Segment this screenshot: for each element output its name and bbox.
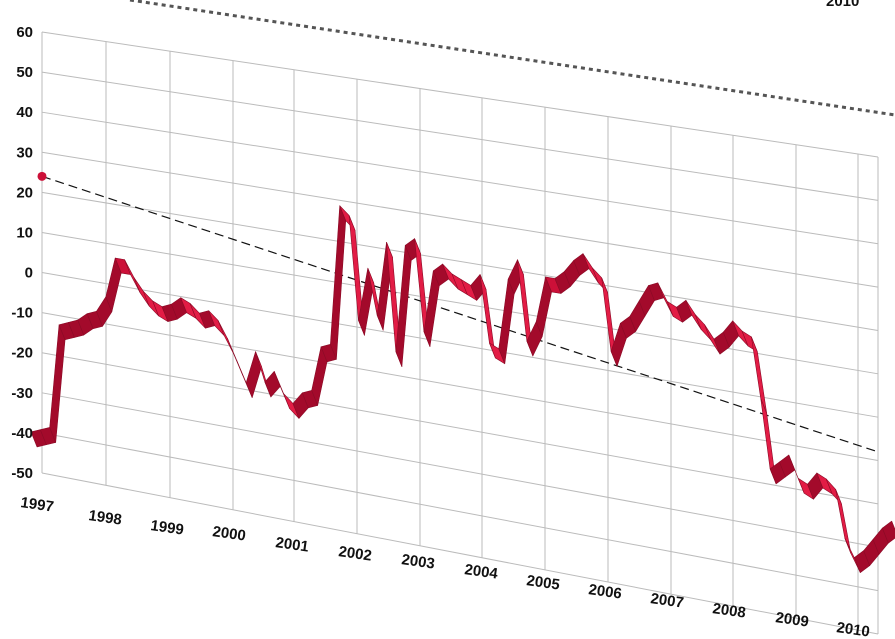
ribbon-segment xyxy=(395,245,412,367)
x-tick-label: 2002 xyxy=(337,543,372,564)
x-tick-label: 2006 xyxy=(587,581,622,602)
y-tick-label: 60 xyxy=(16,24,33,41)
ribbon-segment xyxy=(498,278,515,365)
grid-line-y xyxy=(41,312,879,462)
grid-line-y xyxy=(41,432,879,592)
x-tick-label: 1999 xyxy=(149,517,184,538)
x-tick-label: 2000 xyxy=(211,523,246,544)
x-tick-label: 1997 xyxy=(19,494,54,515)
ribbon-segment xyxy=(882,520,895,544)
grid-line-y xyxy=(41,472,879,635)
ribbon-segment xyxy=(330,205,347,360)
x-tick-label: 1998 xyxy=(87,507,122,528)
trend-line xyxy=(41,175,879,453)
ribbon-segment xyxy=(133,277,150,307)
series-ribbon xyxy=(30,205,895,573)
x-tick-label: 2005 xyxy=(525,572,560,593)
y-tick-label: 20 xyxy=(16,184,33,201)
grid-line-y xyxy=(41,392,879,548)
y-tick-label: 0 xyxy=(25,265,33,282)
x-tick-label: 2010 xyxy=(835,619,870,639)
ribbon-segment xyxy=(751,336,768,414)
grid-line-y xyxy=(41,352,879,505)
y-tick-label: 30 xyxy=(16,144,33,161)
x-tick-label: 2004 xyxy=(463,561,499,583)
x-axis-ticks: 1997 1998 1999 2000 2001 2002 2003 2004 2005 2006… xyxy=(19,494,870,639)
y-tick-label: 10 xyxy=(16,224,33,241)
trend-line-group xyxy=(37,171,879,453)
x-tick-label: 2003 xyxy=(400,551,435,572)
y-tick-label: 50 xyxy=(16,64,33,81)
grid-line-y xyxy=(41,151,879,288)
x-tick-label: 2007 xyxy=(649,590,684,611)
grid-line-y xyxy=(41,272,879,418)
y-axis-ticks: 60 50 40 30 20 10 0 -10 -20 -30 -40 -50 xyxy=(11,24,33,482)
ribbon-segment xyxy=(217,320,234,354)
y-tick-label: -10 xyxy=(11,305,33,322)
x-tick-label: 2009 xyxy=(774,609,809,630)
y-tick-label: 40 xyxy=(16,104,33,121)
y-tick-label: -50 xyxy=(11,465,33,482)
x-tick-label: 2001 xyxy=(274,534,309,555)
trend-start-dot xyxy=(37,171,47,181)
y-tick-label: -20 xyxy=(11,345,33,362)
grid xyxy=(41,31,879,635)
ribbon-segment xyxy=(245,351,262,398)
x-tick-label: 2008 xyxy=(711,600,746,621)
y-tick-label: -40 xyxy=(11,425,33,442)
grid-line-y xyxy=(41,71,879,201)
top-dotted-line xyxy=(129,0,895,117)
grid-line-y xyxy=(41,231,879,375)
grid-line-y xyxy=(41,191,879,331)
grid-line-y xyxy=(41,31,879,158)
ribbon-segment xyxy=(49,324,66,443)
ribbon-segment xyxy=(694,314,711,340)
grid-line-y xyxy=(41,111,879,245)
y-tick-label: -30 xyxy=(11,385,33,402)
clipped-top-right-label: 2010 xyxy=(826,0,859,10)
